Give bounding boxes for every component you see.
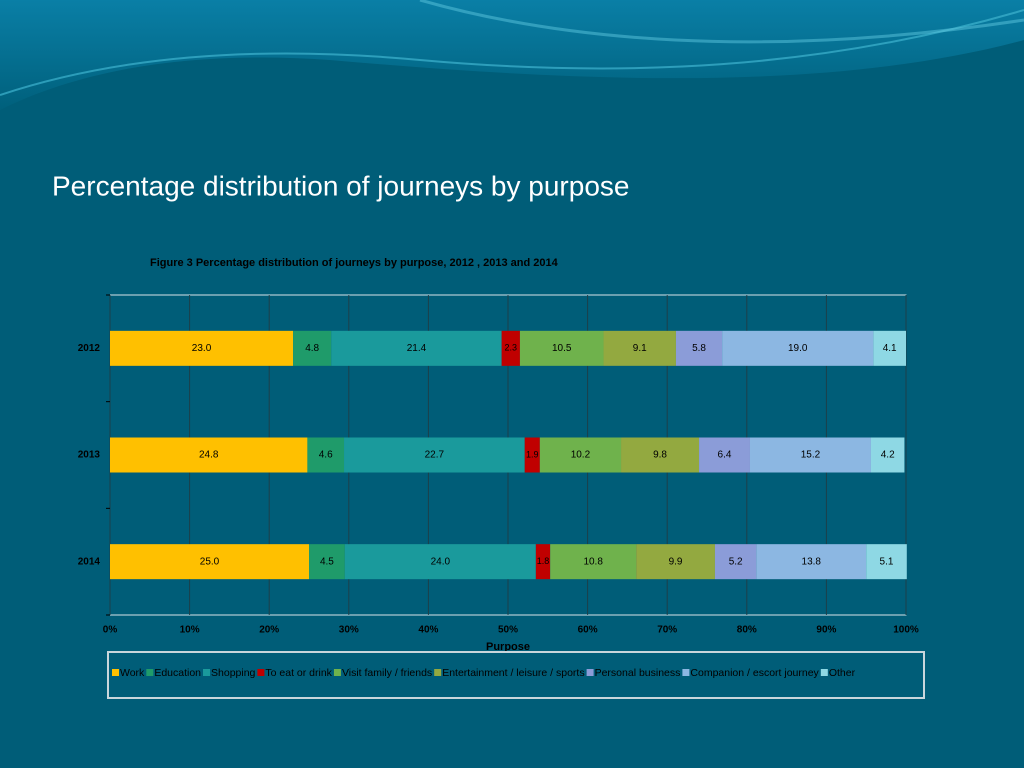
header-wave — [0, 0, 1024, 110]
data-label: 9.8 — [653, 450, 667, 461]
x-tick-label: 30% — [339, 625, 359, 636]
bar-segment — [699, 437, 750, 473]
legend-swatch — [146, 669, 154, 676]
data-label: 13.8 — [802, 556, 822, 567]
bar-segment — [603, 330, 676, 366]
legend-label: Visit family / friends — [342, 667, 432, 679]
bar-segment — [539, 437, 622, 473]
bar-segment — [866, 544, 907, 580]
bar-segment — [714, 544, 757, 580]
legend-label: Personal business — [595, 667, 681, 679]
x-tick-label: 100% — [893, 625, 919, 636]
data-label: 6.4 — [718, 450, 732, 461]
data-label: 4.8 — [305, 343, 319, 354]
x-tick-label: 20% — [259, 625, 279, 636]
data-label: 15.2 — [801, 450, 821, 461]
data-label: 9.9 — [669, 556, 683, 567]
x-tick-label: 50% — [498, 625, 518, 636]
bar-segment — [756, 544, 867, 580]
x-tick-label: 10% — [180, 625, 200, 636]
data-label: 4.2 — [881, 450, 895, 461]
x-tick-label: 0% — [103, 625, 118, 636]
x-tick-label: 40% — [418, 625, 438, 636]
x-tick-label: 60% — [578, 625, 598, 636]
data-label: 10.5 — [552, 343, 572, 354]
data-label: 1.9 — [526, 449, 539, 459]
legend-swatch — [333, 669, 341, 676]
data-label: 2.3 — [505, 343, 518, 353]
bar-segment — [110, 330, 294, 366]
legend-swatch — [682, 669, 690, 676]
data-label: 19.0 — [788, 343, 808, 354]
y-tick-label: 2013 — [78, 450, 101, 461]
data-label: 4.1 — [883, 343, 897, 354]
legend-label: Education — [154, 667, 201, 679]
data-label: 5.1 — [880, 556, 894, 567]
data-label: 9.1 — [633, 343, 647, 354]
legend-label: Other — [829, 667, 856, 679]
data-label: 5.2 — [729, 556, 743, 567]
bar-segment — [870, 437, 905, 473]
legend-swatch — [257, 669, 265, 676]
data-label: 4.5 — [320, 556, 334, 567]
bar-segment — [675, 330, 723, 366]
bar-segment — [110, 544, 309, 580]
data-label: 1.8 — [537, 556, 550, 566]
chart-title: Figure 3 Percentage distribution of jour… — [150, 257, 559, 269]
bar-segment — [535, 544, 551, 580]
legend-label: Entertainment / leisure / sports — [442, 667, 584, 679]
bar-segment — [873, 330, 906, 366]
bar-segment — [309, 544, 345, 580]
legend-label: Shopping — [211, 667, 256, 679]
bar-segment — [501, 330, 520, 366]
wave-line — [0, 9, 1024, 96]
bar-segment — [307, 437, 345, 473]
bar-segment — [524, 437, 540, 473]
legend-swatch — [820, 669, 828, 676]
data-label: 21.4 — [407, 343, 427, 354]
legend-swatch — [112, 669, 119, 676]
data-label: 22.7 — [425, 450, 445, 461]
legend-swatch — [203, 669, 211, 676]
bar-segment — [344, 437, 525, 473]
legend-label: Companion / escort journey — [690, 667, 819, 679]
x-tick-label: 80% — [737, 625, 757, 636]
x-axis-title: Purpose — [486, 641, 530, 653]
x-tick-label: 70% — [657, 625, 677, 636]
bar-segment — [519, 330, 604, 366]
bar-segment — [749, 437, 871, 473]
bar-segment — [110, 437, 308, 473]
data-label: 4.6 — [319, 450, 333, 461]
legend-swatch — [434, 669, 442, 676]
bar-segment — [331, 330, 502, 366]
bar-segment — [293, 330, 332, 366]
legend-label: To eat or drink — [265, 667, 332, 679]
data-label: 10.8 — [583, 556, 603, 567]
legend-swatch — [586, 669, 594, 676]
slide-title: Percentage distribution of journeys by p… — [52, 170, 629, 201]
y-tick-label: 2014 — [78, 556, 101, 567]
data-label: 25.0 — [200, 556, 220, 567]
y-tick-label: 2012 — [78, 343, 101, 354]
data-label: 10.2 — [571, 450, 591, 461]
data-label: 5.8 — [692, 343, 706, 354]
legend-label: Work — [120, 667, 145, 679]
wave-line — [419, 0, 1024, 44]
data-label: 24.0 — [431, 556, 451, 567]
bar-segment — [722, 330, 874, 366]
bar-segment — [636, 544, 715, 580]
bar-segment — [621, 437, 700, 473]
data-label: 24.8 — [199, 450, 219, 461]
x-tick-label: 90% — [816, 625, 836, 636]
bar-segment — [550, 544, 637, 580]
data-label: 23.0 — [192, 343, 212, 354]
bar-segment — [344, 544, 536, 580]
legend-box — [107, 651, 925, 699]
